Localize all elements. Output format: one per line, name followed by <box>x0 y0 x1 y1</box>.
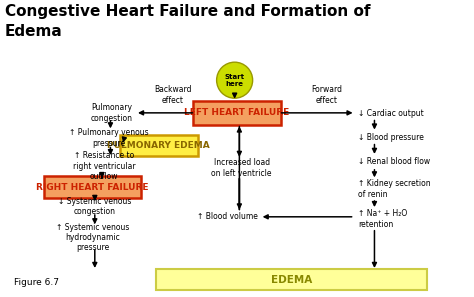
FancyBboxPatch shape <box>44 176 141 198</box>
Text: PULMONARY EDEMA: PULMONARY EDEMA <box>108 141 210 150</box>
FancyBboxPatch shape <box>119 135 198 156</box>
Text: Increased load
on left ventricle: Increased load on left ventricle <box>211 158 272 178</box>
FancyBboxPatch shape <box>156 269 427 290</box>
Text: Pulmonary
congestion: Pulmonary congestion <box>91 103 132 123</box>
Text: ↑ Pulmonary venous
pressure: ↑ Pulmonary venous pressure <box>69 128 149 148</box>
Text: Start
here: Start here <box>225 74 245 87</box>
Text: Figure 6.7: Figure 6.7 <box>14 278 59 287</box>
Text: ↑ Na⁺ + H₂O
retention: ↑ Na⁺ + H₂O retention <box>358 209 407 229</box>
Text: LEFT HEART FAILURE: LEFT HEART FAILURE <box>184 108 290 117</box>
Text: ↑ Systemic venous
hydrodynamic
pressure: ↑ Systemic venous hydrodynamic pressure <box>56 223 129 252</box>
Text: RIGHT HEART FAILURE: RIGHT HEART FAILURE <box>36 183 149 192</box>
Text: Edema: Edema <box>5 24 63 39</box>
Ellipse shape <box>217 62 253 98</box>
Text: EDEMA: EDEMA <box>271 275 312 285</box>
Text: ↑ Kidney secretion
of renin: ↑ Kidney secretion of renin <box>358 179 430 199</box>
Text: ↓ Systemic venous
congestion: ↓ Systemic venous congestion <box>58 197 131 216</box>
Text: ↓ Blood pressure: ↓ Blood pressure <box>358 133 424 142</box>
Text: Congestive Heart Failure and Formation of: Congestive Heart Failure and Formation o… <box>5 4 370 20</box>
Text: ↓ Cardiac output: ↓ Cardiac output <box>358 109 424 118</box>
Text: ↑ Resistance to
right ventricular
outflow: ↑ Resistance to right ventricular outflo… <box>73 151 136 181</box>
Text: Backward
effect: Backward effect <box>154 85 192 105</box>
Text: Forward
effect: Forward effect <box>311 85 343 105</box>
FancyBboxPatch shape <box>193 101 281 125</box>
Text: ↓ Renal blood flow: ↓ Renal blood flow <box>358 157 430 166</box>
Text: ↑ Blood volume: ↑ Blood volume <box>197 212 258 221</box>
